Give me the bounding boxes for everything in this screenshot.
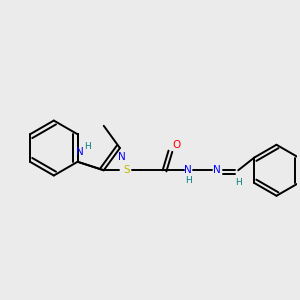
- Text: S: S: [123, 165, 130, 175]
- Text: N: N: [213, 165, 220, 175]
- Text: N: N: [184, 165, 192, 175]
- Text: H: H: [235, 178, 242, 187]
- Text: O: O: [172, 140, 181, 150]
- Text: N: N: [118, 152, 126, 162]
- Text: H: H: [84, 142, 91, 151]
- Text: H: H: [185, 176, 191, 184]
- Text: N: N: [76, 147, 83, 157]
